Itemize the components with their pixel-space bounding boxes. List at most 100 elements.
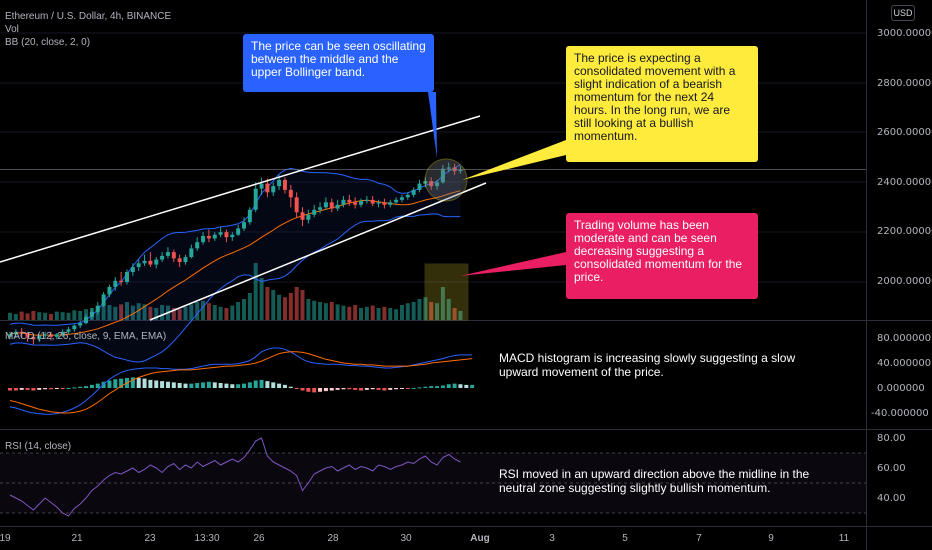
macd-histogram-bar — [189, 383, 194, 388]
macd-legend[interactable]: MACD (12, 26, close, 9, EMA, EMA) — [5, 331, 167, 342]
symbol-title[interactable]: Ethereum / U.S. Dollar, 4h, BINANCE — [5, 11, 172, 22]
candle-body — [247, 209, 252, 223]
volume-legend[interactable]: Vol — [5, 24, 19, 35]
macd-tick: -40.000000 — [871, 408, 929, 419]
candle-body — [347, 199, 352, 203]
macd-histogram-bar — [107, 380, 112, 388]
upper-trendline — [0, 115, 481, 263]
volume-bar — [329, 302, 334, 320]
volume-bar — [13, 314, 18, 320]
candle-body — [218, 232, 223, 235]
candle-body — [265, 183, 270, 193]
macd-histogram-bar — [136, 378, 141, 388]
volume-bar — [417, 299, 422, 320]
volume-bar — [282, 297, 287, 320]
macd-histogram-bar — [148, 379, 153, 388]
candle-body — [230, 234, 235, 238]
price-tick: 3000.000000 — [877, 28, 932, 39]
volume-bar — [142, 304, 147, 320]
macd-note[interactable]: MACD histogram is increasing slowly sugg… — [499, 351, 796, 379]
macd-histogram-bar — [142, 378, 147, 388]
time-tick: 11 — [838, 533, 850, 544]
macd-histogram-bar — [259, 379, 264, 388]
volume-bar — [323, 303, 328, 320]
volume-callout[interactable]: Trading volume has been moderate and can… — [566, 213, 758, 299]
volume-bar — [107, 305, 112, 320]
bollinger-callout[interactable]: The price can be seen oscillating betwee… — [243, 34, 434, 92]
rsi-pane[interactable] — [0, 430, 866, 526]
macd-histogram-bar — [452, 383, 457, 388]
volume-bar — [171, 308, 176, 320]
volume-bar — [452, 308, 457, 320]
candle-body — [130, 267, 135, 273]
volume-bar — [411, 302, 416, 320]
volume-bar — [446, 299, 451, 320]
candle-body — [306, 214, 311, 220]
macd-histogram-bar — [271, 382, 276, 388]
forecast-callout[interactable]: The price is expecting a consolidated mo… — [566, 46, 758, 162]
macd-histogram-bar — [370, 388, 375, 390]
macd-histogram-bar — [236, 384, 241, 388]
pane-divider[interactable] — [0, 429, 932, 430]
forecast-callout-pointer — [462, 140, 566, 180]
macd-histogram-bar — [8, 388, 12, 391]
volume-bar — [405, 303, 410, 320]
macd-histogram-bar — [423, 386, 428, 388]
volume-bar — [101, 303, 106, 320]
macd-histogram-bar — [247, 382, 252, 388]
volume-bar — [60, 312, 65, 320]
time-tick: 23 — [144, 533, 156, 544]
volume-bar — [435, 303, 440, 320]
lower-trendline — [149, 182, 487, 321]
rsi-legend[interactable]: RSI (14, close) — [5, 441, 72, 452]
macd-histogram-bar — [388, 388, 393, 390]
macd-histogram-bar — [19, 388, 24, 390]
currency-button[interactable]: USD — [891, 5, 915, 21]
macd-histogram-bar — [353, 388, 358, 390]
bollinger-legend[interactable]: BB (20, close, 2, 0) — [5, 37, 91, 48]
candle-body — [370, 199, 375, 204]
volume-bar — [300, 290, 305, 320]
candle-body — [405, 194, 410, 198]
candle-body — [19, 331, 24, 334]
candle-body — [66, 329, 71, 332]
candle-body — [300, 212, 305, 220]
macd-histogram-bar — [212, 382, 217, 388]
volume-bar — [247, 293, 252, 320]
candle-body — [60, 331, 65, 335]
macd-histogram-bar — [160, 381, 165, 388]
candle-body — [89, 311, 94, 317]
macd-histogram-bar — [458, 384, 463, 388]
candle-body — [458, 169, 463, 172]
volume-bar — [43, 312, 48, 320]
rsi-note[interactable]: RSI moved in an upward direction above t… — [499, 467, 810, 495]
macd-histogram-bar — [230, 384, 235, 388]
price-tick: 2000.000000 — [877, 276, 932, 287]
candle-body — [136, 263, 141, 268]
volume-bar — [288, 293, 293, 320]
volume-bar — [224, 308, 229, 320]
candle-body — [224, 232, 229, 238]
volume-bar — [259, 278, 264, 320]
volume-bar — [294, 287, 299, 320]
macd-histogram-bar — [113, 379, 118, 388]
candle-body — [142, 260, 147, 264]
macd-histogram-bar — [84, 386, 89, 388]
candle-body — [212, 234, 217, 239]
candle-body — [288, 189, 293, 198]
volume-bar — [72, 310, 77, 320]
candle-body — [78, 323, 83, 326]
pane-divider[interactable] — [0, 320, 932, 321]
macd-histogram-bar — [183, 383, 188, 388]
volume-bar — [306, 299, 311, 320]
candle-body — [113, 280, 118, 287]
macd-pane[interactable] — [0, 321, 866, 429]
candle-body — [84, 316, 89, 324]
candle-body — [154, 259, 159, 265]
macd-histogram-bar — [341, 388, 346, 390]
volume-bar — [130, 305, 135, 320]
candle-body — [54, 334, 59, 337]
volume-bar — [154, 308, 159, 320]
volume-bar — [37, 312, 42, 320]
